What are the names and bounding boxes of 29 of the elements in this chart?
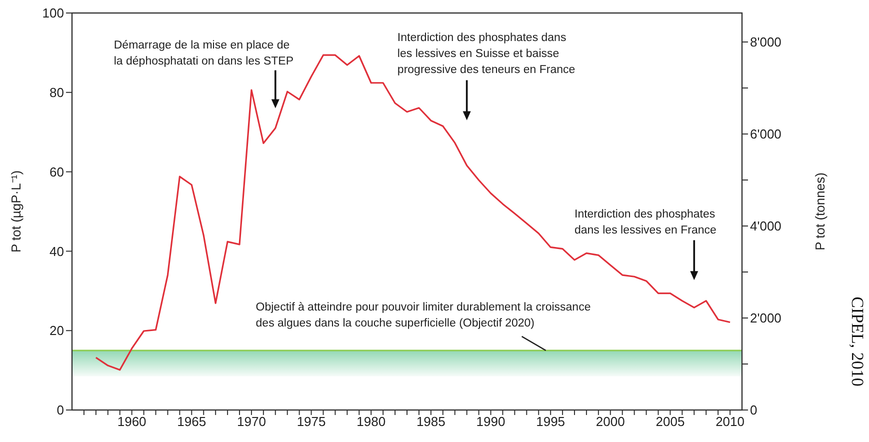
x-tick-label: 1990 (476, 414, 506, 430)
x-tick-label: 1985 (416, 414, 446, 430)
y-axis-title: P tot (µgP·L⁻¹) (8, 170, 24, 253)
x-tick-label: 2000 (596, 414, 625, 430)
y-tick-label: 100 (42, 6, 64, 21)
annotation: Démarrage de la mise en place de la déphosphatati on dans les STEP (114, 40, 294, 68)
x-tick-label: 1975 (296, 414, 326, 430)
y2-tick-label: 0 (750, 402, 758, 418)
x-tick-label: 2010 (716, 414, 744, 430)
x-tick-label: 1995 (536, 414, 566, 430)
y2-tick-label: 2'000 (750, 310, 782, 326)
y-tick-label: 0 (56, 402, 64, 418)
y2-axis-title: P tot (tonnes) (812, 172, 828, 250)
y2-tick-label: 6'000 (750, 126, 782, 142)
annotation: Interdiction des phosphates dans les lessives en Suisse et baisse progressive des teneurs en France (397, 32, 576, 76)
x-tick-label: 1960 (117, 414, 146, 430)
y-tick-label: 60 (50, 164, 64, 180)
x-tick-label: 2005 (656, 414, 685, 430)
y-tick-label: 40 (50, 244, 64, 259)
y-tick-label: 20 (50, 323, 64, 338)
text: CIPEL, 2010 (848, 296, 867, 386)
y-tick-label: 80 (50, 85, 64, 100)
annotation: Interdiction des phosphates dans les lessives en France (574, 208, 716, 236)
x-tick-label: 1965 (177, 414, 206, 430)
annotation: Objectif à atteindre pour pouvoir limiter durablement la croissance des algues dans la couche superficielle (Objectif 2020) (256, 301, 591, 330)
x-tick-label: 1980 (356, 414, 386, 430)
x-tick-label: 1970 (237, 414, 266, 430)
y2-tick-label: 4'000 (750, 218, 782, 234)
y2-tick-label: 8'000 (750, 34, 782, 50)
